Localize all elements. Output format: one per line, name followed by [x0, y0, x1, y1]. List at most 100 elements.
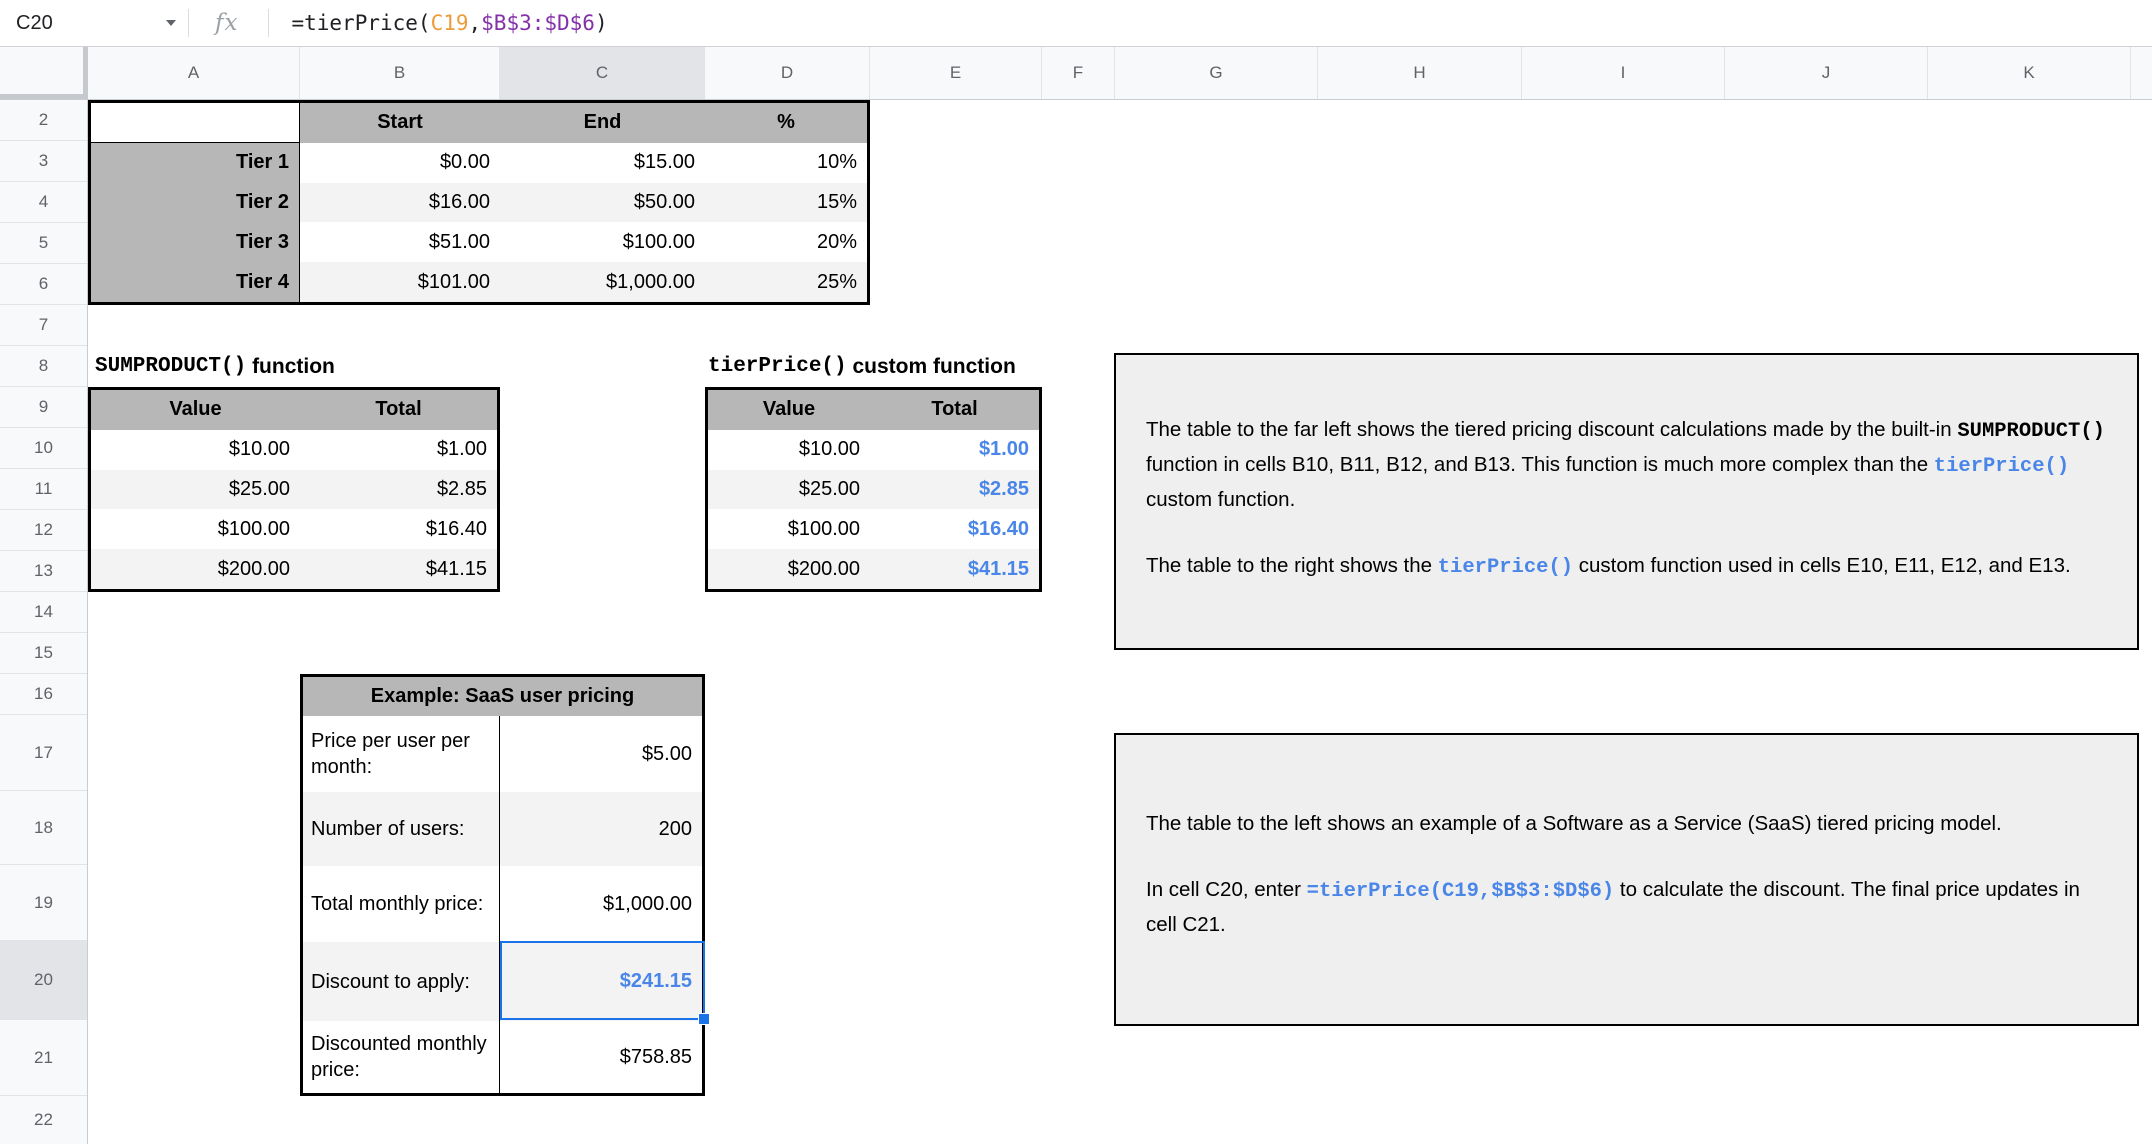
column-header-d[interactable]: D — [705, 47, 870, 99]
name-box-value: C20 — [16, 11, 53, 34]
row-header-17[interactable]: 17 — [0, 715, 87, 791]
sheet-grid[interactable]: Start End % Tier 1 $0.00 $15.00 10% Tier… — [88, 100, 2152, 1144]
cell-a4[interactable]: Tier 2 — [91, 182, 300, 223]
cell-c21[interactable]: $758.85 — [619, 1045, 692, 1068]
cell-b17[interactable]: Price per user per month: — [303, 716, 500, 792]
row-header-19[interactable]: 19 — [0, 865, 87, 941]
cell-e11[interactable]: $2.85 — [870, 469, 1039, 510]
formula-input[interactable]: =tierPrice(C19,$B$3:$D$6) — [291, 11, 608, 35]
note-box-sumproduct[interactable]: The table to the far left shows the tier… — [1114, 353, 2139, 650]
name-box[interactable]: C20 — [0, 0, 188, 46]
cell-c4[interactable]: $50.00 — [500, 182, 705, 223]
cell-c19[interactable]: $1,000.00 — [603, 892, 692, 915]
column-header-b[interactable]: B — [300, 47, 500, 99]
cell-a12[interactable]: $100.00 — [217, 517, 290, 540]
name-box-dropdown-icon[interactable] — [166, 20, 176, 26]
row-header-11[interactable]: 11 — [0, 469, 87, 510]
row-header-4[interactable]: 4 — [0, 182, 87, 223]
cell-c6[interactable]: $1,000.00 — [500, 262, 705, 302]
cell-d3[interactable]: 10% — [816, 151, 857, 174]
cell-b20[interactable]: Discount to apply: — [303, 942, 500, 1021]
cell-c20-selected[interactable]: $241.15 — [500, 942, 702, 1021]
cell-d2[interactable]: % — [705, 103, 867, 143]
column-header-a[interactable]: A — [88, 47, 300, 99]
cell-c5[interactable]: $100.00 — [622, 230, 695, 253]
cell-b13[interactable]: $41.15 — [300, 549, 497, 589]
cell-b3[interactable]: $0.00 — [439, 151, 490, 174]
column-header-h[interactable]: H — [1318, 47, 1522, 99]
cell-d10[interactable]: $10.00 — [798, 438, 860, 461]
cell-a2[interactable] — [91, 103, 300, 143]
row-header-10[interactable]: 10 — [0, 428, 87, 469]
row-header-7[interactable]: 7 — [0, 305, 87, 346]
note-box-saas[interactable]: The table to the left shows an example o… — [1114, 733, 2139, 1026]
note-paragraph: In cell C20, enter =tierPrice(C19,$B$3:$… — [1146, 878, 2080, 936]
cell-d5[interactable]: 20% — [816, 230, 857, 253]
cell-a9[interactable]: Value — [91, 390, 300, 430]
cell-b4[interactable]: $16.00 — [300, 182, 500, 223]
column-header-i[interactable]: I — [1522, 47, 1725, 99]
cell-d6[interactable]: 25% — [705, 262, 867, 302]
cell-b11[interactable]: $2.85 — [300, 469, 497, 510]
sumproduct-title[interactable]: SUMPRODUCT() function — [95, 354, 335, 379]
cell-d12[interactable]: $100.00 — [787, 517, 860, 540]
cell-b10[interactable]: $1.00 — [436, 438, 487, 461]
column-header-k[interactable]: K — [1928, 47, 2131, 99]
row-header-18[interactable]: 18 — [0, 791, 87, 865]
row-header-column: 2 3 4 5 6 7 8 9 10 11 12 13 14 15 16 17 … — [0, 100, 88, 1144]
cell-a5[interactable]: Tier 3 — [91, 222, 300, 263]
column-header-f[interactable]: F — [1042, 47, 1115, 99]
row-header-14[interactable]: 14 — [0, 592, 87, 633]
cell-d13[interactable]: $200.00 — [708, 549, 870, 589]
row-header-13[interactable]: 13 — [0, 551, 87, 592]
row-header-8[interactable]: 8 — [0, 346, 87, 387]
cell-b2[interactable]: Start — [300, 103, 500, 143]
row-header-16[interactable]: 16 — [0, 674, 87, 715]
cell-c2[interactable]: End — [500, 103, 705, 143]
cell-b16-merged[interactable]: Example: SaaS user pricing — [303, 677, 702, 716]
cell-b6[interactable]: $101.00 — [300, 262, 500, 302]
cell-c17[interactable]: $5.00 — [641, 742, 692, 765]
cell-e12[interactable]: $16.40 — [967, 517, 1029, 540]
cell-b19[interactable]: Total monthly price: — [303, 866, 500, 942]
cell-d9[interactable]: Value — [708, 390, 870, 430]
row-header-15[interactable]: 15 — [0, 633, 87, 674]
row-header-21[interactable]: 21 — [0, 1020, 87, 1096]
fx-icon: fx — [215, 10, 239, 36]
saas-table: Example: SaaS user pricing Price per use… — [300, 674, 705, 1096]
row-header-3[interactable]: 3 — [0, 141, 87, 182]
cell-a10[interactable]: $10.00 — [228, 438, 290, 461]
cell-a11[interactable]: $25.00 — [91, 469, 300, 510]
cell-a6[interactable]: Tier 4 — [91, 262, 300, 302]
tierprice-table: Value Total $10.00 $1.00 $25.00 $2.85 $1… — [705, 387, 1042, 592]
row-header-5[interactable]: 5 — [0, 223, 87, 264]
column-header-partial[interactable] — [2131, 47, 2152, 99]
cell-d4[interactable]: 15% — [705, 182, 867, 223]
cell-b18[interactable]: Number of users: — [303, 792, 500, 866]
cell-d11[interactable]: $25.00 — [708, 469, 870, 510]
column-header-e[interactable]: E — [870, 47, 1042, 99]
column-header-c[interactable]: C — [500, 47, 705, 99]
row-header-9[interactable]: 9 — [0, 387, 87, 428]
fill-handle[interactable] — [698, 1013, 710, 1025]
cell-e10[interactable]: $1.00 — [978, 438, 1029, 461]
cell-b9[interactable]: Total — [300, 390, 497, 430]
cell-b21[interactable]: Discounted monthly price: — [303, 1021, 500, 1093]
column-header-g[interactable]: G — [1115, 47, 1318, 99]
column-header-j[interactable]: J — [1725, 47, 1928, 99]
select-all-corner[interactable] — [0, 47, 88, 99]
cell-c18[interactable]: 200 — [500, 792, 702, 866]
row-header-22[interactable]: 22 — [34, 1110, 53, 1129]
row-header-6[interactable]: 6 — [0, 264, 87, 305]
cell-b12[interactable]: $16.40 — [425, 517, 487, 540]
row-header-12[interactable]: 12 — [0, 510, 87, 551]
row-header-20[interactable]: 20 — [0, 941, 87, 1020]
row-header-2[interactable]: 2 — [0, 100, 87, 141]
cell-e13[interactable]: $41.15 — [870, 549, 1039, 589]
cell-a13[interactable]: $200.00 — [91, 549, 300, 589]
cell-a3[interactable]: Tier 1 — [91, 142, 300, 183]
tierprice-title[interactable]: tierPrice() custom function — [708, 354, 1016, 379]
cell-c3[interactable]: $15.00 — [633, 151, 695, 174]
cell-e9[interactable]: Total — [870, 390, 1039, 430]
cell-b5[interactable]: $51.00 — [428, 230, 490, 253]
